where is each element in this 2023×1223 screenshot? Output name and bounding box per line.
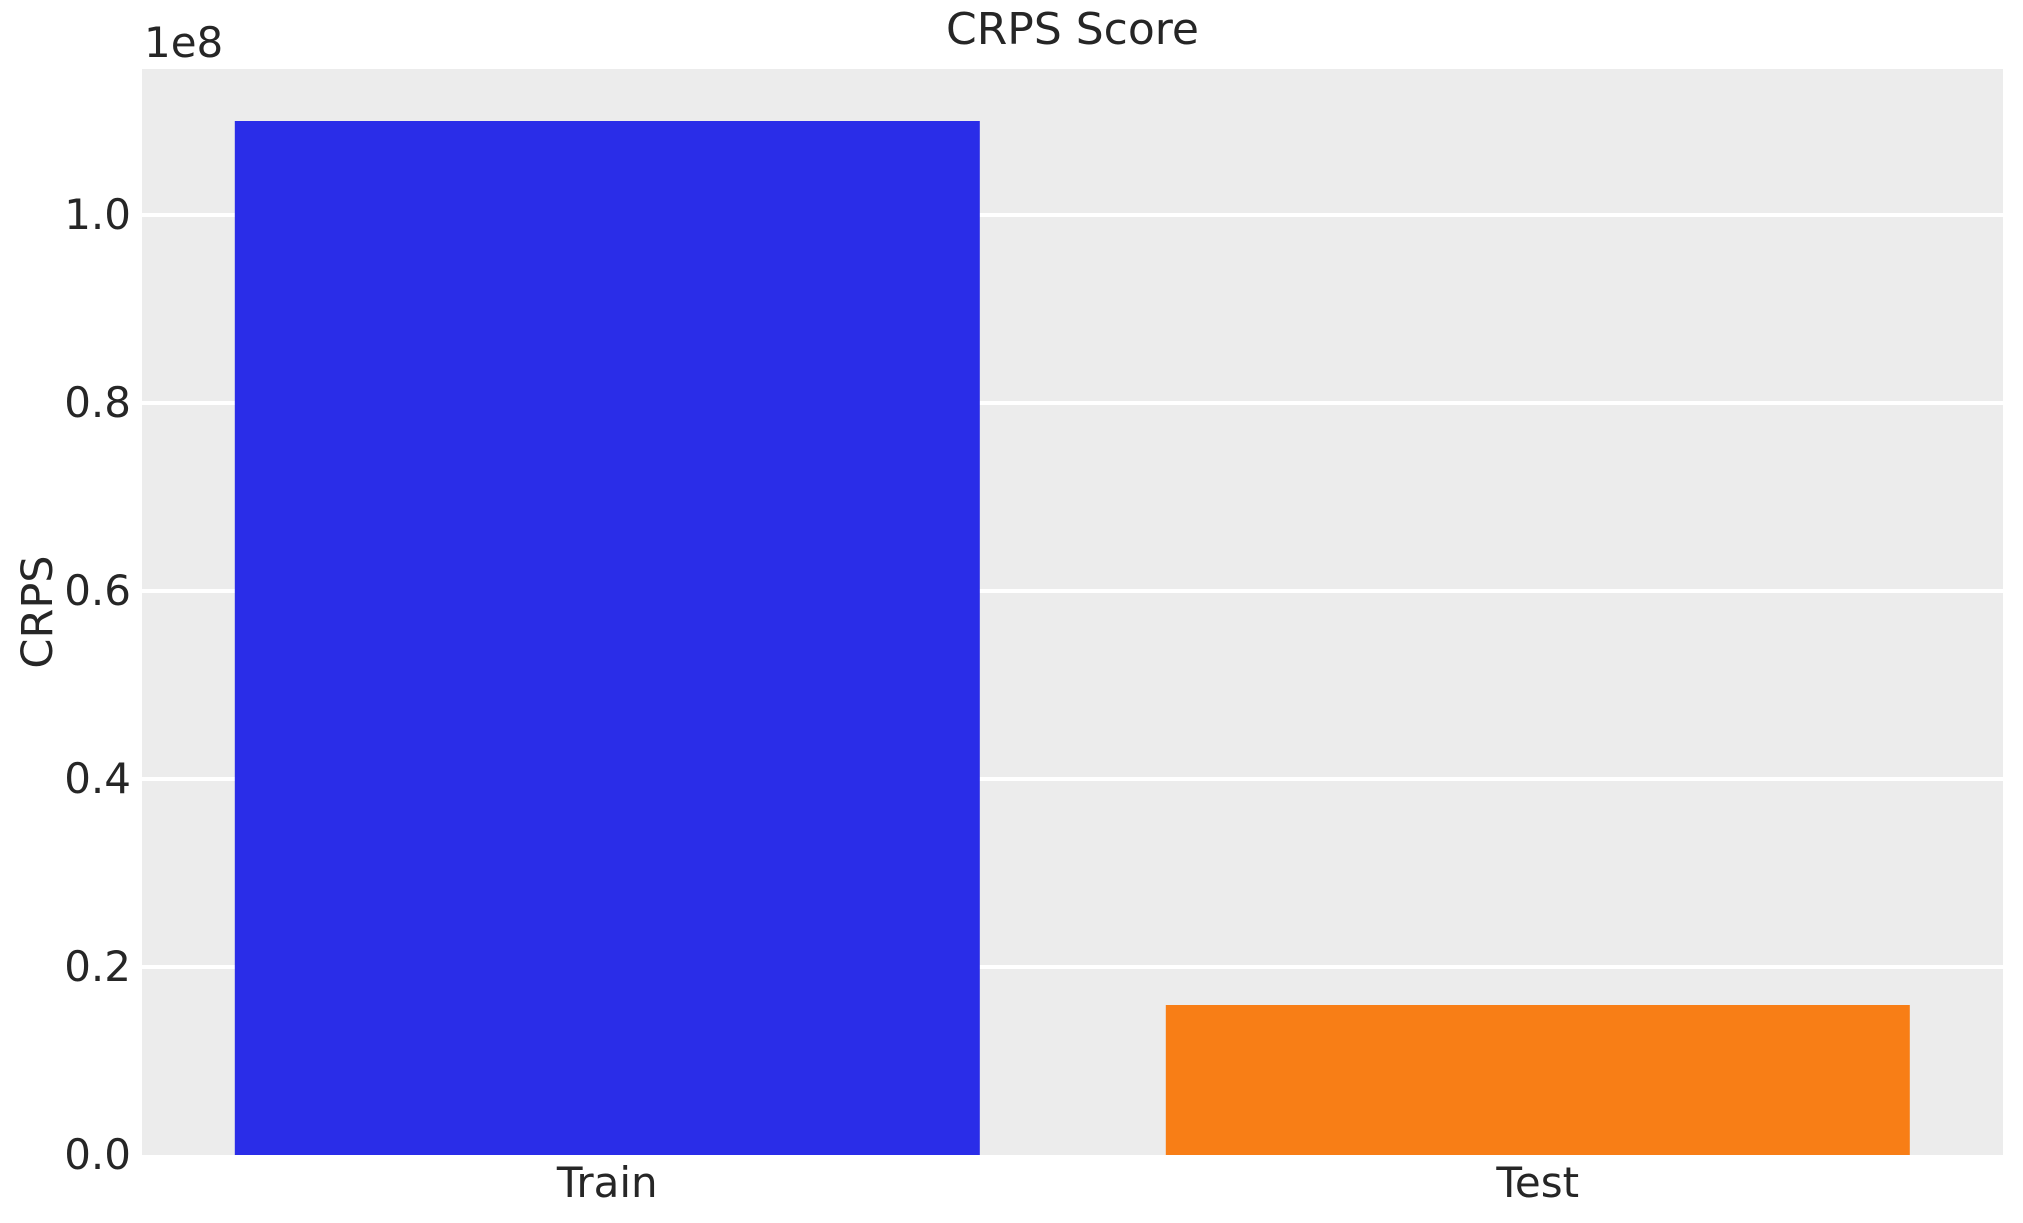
y-tick-label: 0.8 xyxy=(64,377,131,427)
y-tick-label: 0.2 xyxy=(64,941,131,991)
y-tick-label: 0.4 xyxy=(64,753,131,803)
y-tick-label: 0.0 xyxy=(64,1130,131,1179)
x-tick-label-train: Train xyxy=(556,1158,658,1207)
gridline xyxy=(142,588,2003,593)
x-tick-labels: Train Test xyxy=(142,1162,2003,1217)
bar-test xyxy=(1165,1004,1910,1155)
gridline xyxy=(142,964,2003,969)
y-axis-scale-offset-label: 1e8 xyxy=(144,18,224,67)
bar-train xyxy=(235,120,980,1155)
y-tick-labels: 0.0 0.2 0.4 0.6 0.8 1.0 xyxy=(0,69,131,1175)
y-tick-label: 0.6 xyxy=(64,565,131,615)
chart-title: CRPS Score xyxy=(946,4,1199,55)
plot-area xyxy=(142,69,2003,1155)
x-tick-label-test: Test xyxy=(1496,1158,1580,1207)
gridline xyxy=(142,776,2003,781)
gridline xyxy=(142,212,2003,217)
y-tick-label: 1.0 xyxy=(64,189,131,239)
gridline xyxy=(142,400,2003,405)
